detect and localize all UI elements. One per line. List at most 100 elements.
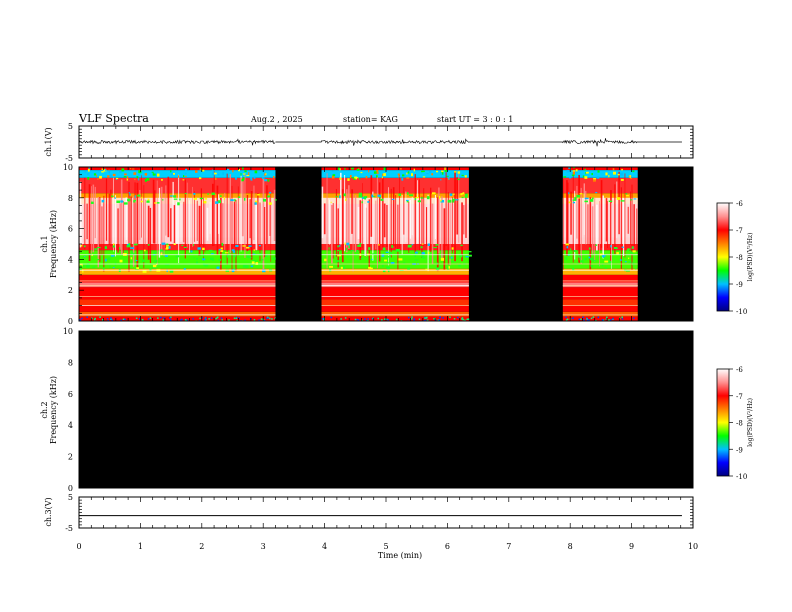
speckle	[220, 317, 223, 319]
speckle	[101, 199, 105, 203]
speckle	[135, 260, 138, 261]
speckle	[136, 267, 139, 269]
streak	[84, 177, 86, 250]
speckle	[447, 266, 450, 270]
speckle	[134, 178, 136, 181]
speckle	[565, 256, 568, 260]
speckle	[246, 175, 250, 177]
speckle	[79, 318, 81, 321]
streak	[165, 185, 167, 236]
streak	[463, 205, 465, 235]
speckle	[422, 256, 426, 259]
speckle	[324, 258, 327, 262]
y-tick-label: 0	[68, 317, 73, 326]
streak	[605, 198, 608, 242]
speckle	[571, 317, 574, 320]
streak	[152, 179, 155, 244]
speckle	[628, 261, 632, 264]
speckle	[359, 243, 362, 245]
speckle	[112, 245, 115, 248]
streak	[368, 199, 370, 268]
speckle	[82, 269, 84, 273]
streak	[218, 194, 220, 234]
speckle	[382, 264, 384, 267]
streak	[92, 184, 95, 253]
speckle	[340, 318, 342, 320]
speckle	[361, 201, 363, 204]
streak	[408, 201, 410, 253]
speckle	[166, 244, 170, 246]
freq-band	[79, 282, 276, 288]
speckle	[372, 196, 376, 198]
streak	[180, 203, 182, 242]
speckle	[173, 173, 175, 175]
streak	[103, 195, 105, 272]
speckle	[344, 317, 347, 319]
streak	[352, 193, 354, 272]
speckle	[438, 319, 441, 321]
freq-band	[562, 268, 638, 275]
speckle	[606, 316, 608, 319]
speckle	[378, 244, 380, 246]
streak	[255, 201, 258, 251]
speckle	[140, 200, 143, 203]
speckle	[217, 319, 220, 321]
speckle	[376, 170, 379, 172]
speckle	[395, 318, 398, 321]
colorbars: -6 -7 -8 -9 -10 log(PSD)(V²/Hz) -6 -7 -8 -9 -10 log…	[716, 200, 754, 481]
speckle	[588, 247, 591, 250]
speckle	[233, 254, 236, 258]
speckle	[232, 169, 234, 173]
speckle	[372, 317, 374, 320]
freq-band	[562, 287, 638, 300]
streak	[354, 195, 357, 252]
speckle	[97, 259, 100, 261]
y-tick-label: -5	[65, 524, 73, 533]
speckle	[108, 170, 111, 174]
speckle	[414, 254, 416, 257]
speckle	[205, 317, 207, 319]
speckle	[420, 197, 424, 199]
speckle	[220, 247, 223, 250]
streak	[145, 199, 146, 245]
speckle	[601, 263, 604, 267]
speckle	[99, 316, 101, 318]
speckle	[103, 169, 107, 172]
speckle	[630, 251, 633, 255]
speckle	[345, 198, 347, 201]
spectrogram-layer	[79, 167, 693, 488]
speckle	[233, 268, 236, 270]
speckle	[593, 179, 596, 182]
streak	[176, 201, 178, 244]
speckle	[97, 178, 99, 180]
speckle	[387, 256, 391, 258]
speckle	[386, 268, 390, 270]
speckle	[620, 172, 623, 176]
speckle	[381, 176, 383, 179]
speckle	[584, 257, 587, 261]
x-tick-label: 0	[76, 542, 81, 551]
speckle	[131, 251, 134, 254]
speckle	[254, 202, 257, 205]
speckle	[347, 178, 350, 181]
speckle	[605, 174, 609, 178]
colorbar-tick-label: -8	[736, 420, 743, 428]
speckle	[258, 245, 261, 247]
speckle	[584, 168, 586, 171]
speckle	[465, 193, 468, 196]
streak	[216, 185, 219, 255]
speckle	[93, 266, 96, 268]
speckle	[266, 316, 269, 319]
speckle	[266, 317, 268, 320]
streak	[143, 185, 145, 268]
speckle	[382, 270, 386, 273]
speckle	[358, 192, 362, 195]
speckle	[106, 318, 109, 320]
streak	[423, 188, 425, 246]
speckle	[425, 268, 429, 271]
streak	[86, 203, 88, 240]
streak	[160, 186, 163, 255]
streak	[88, 184, 91, 261]
